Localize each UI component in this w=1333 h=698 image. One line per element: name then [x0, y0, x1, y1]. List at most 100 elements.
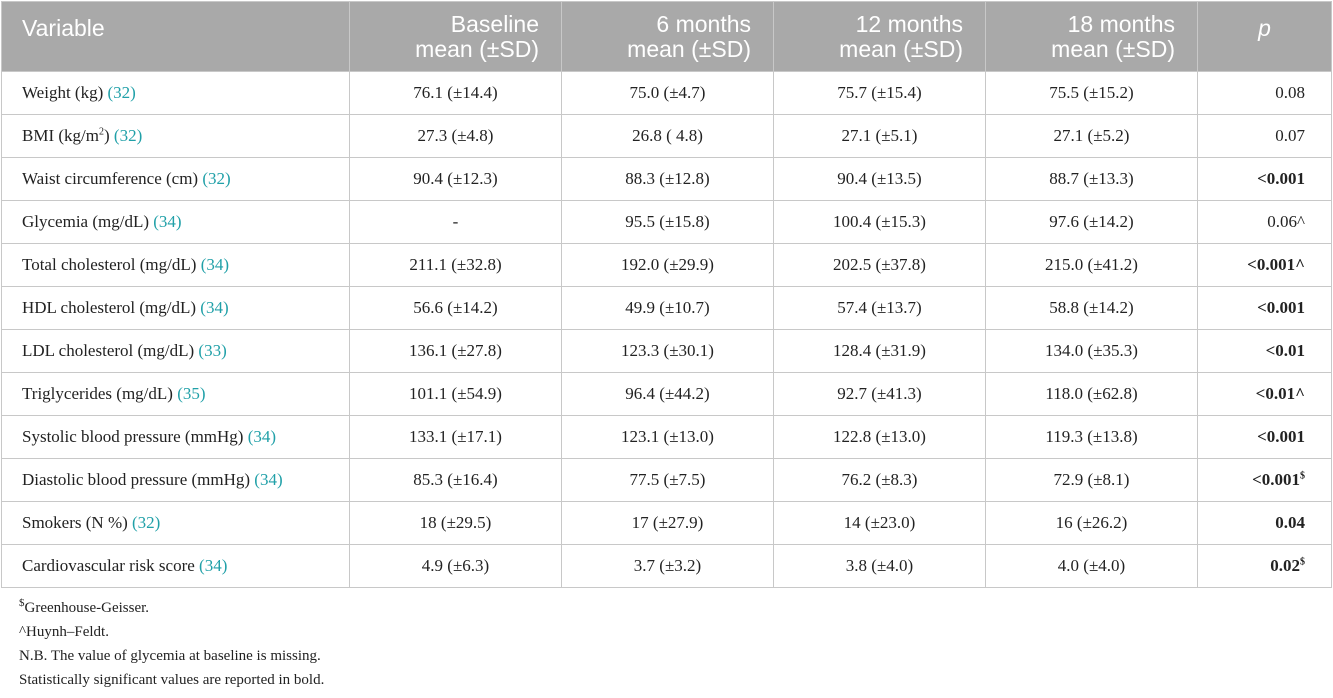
cell-baseline: 85.3 (±16.4) — [349, 458, 562, 502]
p-value-text: <0.001 — [1257, 427, 1305, 446]
reference-link[interactable]: (35) — [177, 384, 206, 403]
p-value-text: <0.001^ — [1247, 255, 1305, 274]
cell-p-value: 0.02$ — [1197, 544, 1332, 588]
p-value-text: <0.001 — [1257, 169, 1305, 188]
table-row: Total cholesterol (mg/dL) (34) 211.1 (±32… — [1, 243, 1332, 287]
cell-m6: 26.8 ( 4.8) — [561, 114, 774, 158]
p-value-text: 0.08 — [1275, 83, 1305, 102]
cell-p-value: <0.001$ — [1197, 458, 1332, 502]
table-row: Waist circumference (cm) (32) 90.4 (±12.3… — [1, 157, 1332, 201]
cell-baseline: - — [349, 200, 562, 244]
table-row: Smokers (N %) (32) 18 (±29.5) 17 (±27.9) 14… — [1, 501, 1332, 545]
footnote-text: ^Huynh–Feldt. — [19, 624, 109, 640]
footnote-text: Statistically significant values are rep… — [19, 672, 325, 688]
reference-link[interactable]: (32) — [132, 513, 161, 532]
cell-p-value: 0.06^ — [1197, 200, 1332, 244]
cell-variable: Waist circumference (cm) (32) — [1, 157, 350, 201]
cell-m12: 76.2 (±8.3) — [773, 458, 986, 502]
cell-p-value: <0.001^ — [1197, 243, 1332, 287]
results-table: Variable Baseline mean (±SD) 6 months me… — [1, 1, 1332, 588]
cell-m18: 134.0 (±35.3) — [985, 329, 1198, 373]
cell-m18: 4.0 (±4.0) — [985, 544, 1198, 588]
reference-link[interactable]: (34) — [200, 298, 229, 317]
variable-label: Total cholesterol (mg/dL) — [22, 255, 201, 274]
cell-baseline: 101.1 (±54.9) — [349, 372, 562, 416]
cell-variable: Weight (kg) (32) — [1, 71, 350, 115]
footnote-text: N.B. The value of glycemia at baseline i… — [19, 648, 321, 664]
cell-baseline: 4.9 (±6.3) — [349, 544, 562, 588]
cell-p-value: <0.01^ — [1197, 372, 1332, 416]
cell-variable: BMI (kg/m2) (32) — [1, 114, 350, 158]
cell-p-value: <0.001 — [1197, 157, 1332, 201]
footnote-text: Greenhouse-Geisser. — [24, 600, 150, 616]
cell-baseline: 56.6 (±14.2) — [349, 286, 562, 330]
p-value-text: 0.02 — [1270, 556, 1300, 575]
p-value-text: <0.001 — [1257, 298, 1305, 317]
cell-variable: HDL cholesterol (mg/dL) (34) — [1, 286, 350, 330]
cell-m12: 14 (±23.0) — [773, 501, 986, 545]
reference-link[interactable]: (34) — [247, 427, 277, 446]
cell-m18: 16 (±26.2) — [985, 501, 1198, 545]
variable-superscript: 2 — [98, 126, 104, 138]
cell-m18: 97.6 (±14.2) — [985, 200, 1198, 244]
cell-baseline: 76.1 (±14.4) — [349, 71, 562, 115]
cell-m12: 75.7 (±15.4) — [773, 71, 986, 115]
table-row: Diastolic blood pressure (mmHg) (34) 85.3… — [1, 458, 1332, 502]
variable-label: Triglycerides (mg/dL) — [22, 384, 178, 403]
reference-link[interactable]: (32) — [202, 169, 231, 188]
cell-m6: 88.3 (±12.8) — [561, 157, 774, 201]
table-footnotes: $Greenhouse-Geisser. ^Huynh–Feldt. N.B. Th… — [19, 596, 324, 692]
footnote-line: Statistically significant values are rep… — [19, 668, 324, 692]
reference-link[interactable]: (34) — [254, 470, 283, 489]
table-body: Weight (kg) (32) 76.1 (±14.4) 75.0 (±4.7) 7… — [1, 71, 1332, 588]
footnote-symbol: $ — [19, 597, 25, 609]
reference-link[interactable]: (34) — [200, 255, 230, 274]
cell-m12: 100.4 (±15.3) — [773, 200, 986, 244]
cell-m12: 122.8 (±13.0) — [773, 415, 986, 459]
reference-link[interactable]: (34) — [199, 556, 228, 575]
variable-label: Systolic blood pressure (mmHg) — [22, 427, 248, 446]
table-row: BMI (kg/m2) (32) 27.3 (±4.8) 26.8 ( 4.8) 27… — [1, 114, 1332, 158]
table-row: HDL cholesterol (mg/dL) (34) 56.6 (±14.2)… — [1, 286, 1332, 330]
cell-m18: 27.1 (±5.2) — [985, 114, 1198, 158]
cell-m18: 215.0 (±41.2) — [985, 243, 1198, 287]
p-value-superscript: $ — [1300, 470, 1305, 482]
table-row: Triglycerides (mg/dL) (35) 101.1 (±54.9) 9… — [1, 372, 1332, 416]
header-18-months: 18 months mean (±SD) — [985, 1, 1198, 72]
table-row: LDL cholesterol (mg/dL) (33) 136.1 (±27.8… — [1, 329, 1332, 373]
p-value-text: 0.04 — [1275, 513, 1305, 532]
cell-m12: 202.5 (±37.8) — [773, 243, 986, 287]
cell-p-value: <0.01 — [1197, 329, 1332, 373]
p-value-text: <0.001 — [1252, 470, 1300, 489]
variable-label: BMI (kg/m — [22, 126, 99, 145]
cell-m6: 123.1 (±13.0) — [561, 415, 774, 459]
p-value-text: 0.06^ — [1267, 212, 1305, 231]
p-value-superscript: $ — [1300, 556, 1305, 568]
reference-link[interactable]: (32) — [113, 126, 143, 145]
header-row: Variable Baseline mean (±SD) 6 months me… — [1, 1, 1332, 72]
header-variable: Variable — [1, 1, 350, 72]
header-baseline: Baseline mean (±SD) — [349, 1, 562, 72]
cell-m12: 3.8 (±4.0) — [773, 544, 986, 588]
variable-label: Cardiovascular risk score — [22, 556, 200, 575]
cell-m6: 17 (±27.9) — [561, 501, 774, 545]
cell-m6: 123.3 (±30.1) — [561, 329, 774, 373]
table-row: Systolic blood pressure (mmHg) (34) 133.1… — [1, 415, 1332, 459]
cell-baseline: 27.3 (±4.8) — [349, 114, 562, 158]
cell-p-value: 0.08 — [1197, 71, 1332, 115]
reference-link[interactable]: (34) — [153, 212, 182, 231]
cell-m6: 77.5 (±7.5) — [561, 458, 774, 502]
variable-label: Glycemia (mg/dL) — [22, 212, 154, 231]
cell-m18: 72.9 (±8.1) — [985, 458, 1198, 502]
cell-baseline: 136.1 (±27.8) — [349, 329, 562, 373]
cell-m18: 119.3 (±13.8) — [985, 415, 1198, 459]
footnote-line: ^Huynh–Feldt. — [19, 620, 324, 644]
header-12-months: 12 months mean (±SD) — [773, 1, 986, 72]
cell-m18: 88.7 (±13.3) — [985, 157, 1198, 201]
variable-label-suffix: ) — [103, 126, 114, 145]
reference-link[interactable]: (33) — [198, 341, 227, 360]
reference-link[interactable]: (32) — [107, 83, 136, 102]
footnote-line: N.B. The value of glycemia at baseline i… — [19, 644, 324, 668]
table-row: Cardiovascular risk score (34) 4.9 (±6.3)… — [1, 544, 1332, 588]
variable-label: Weight (kg) — [22, 83, 108, 102]
